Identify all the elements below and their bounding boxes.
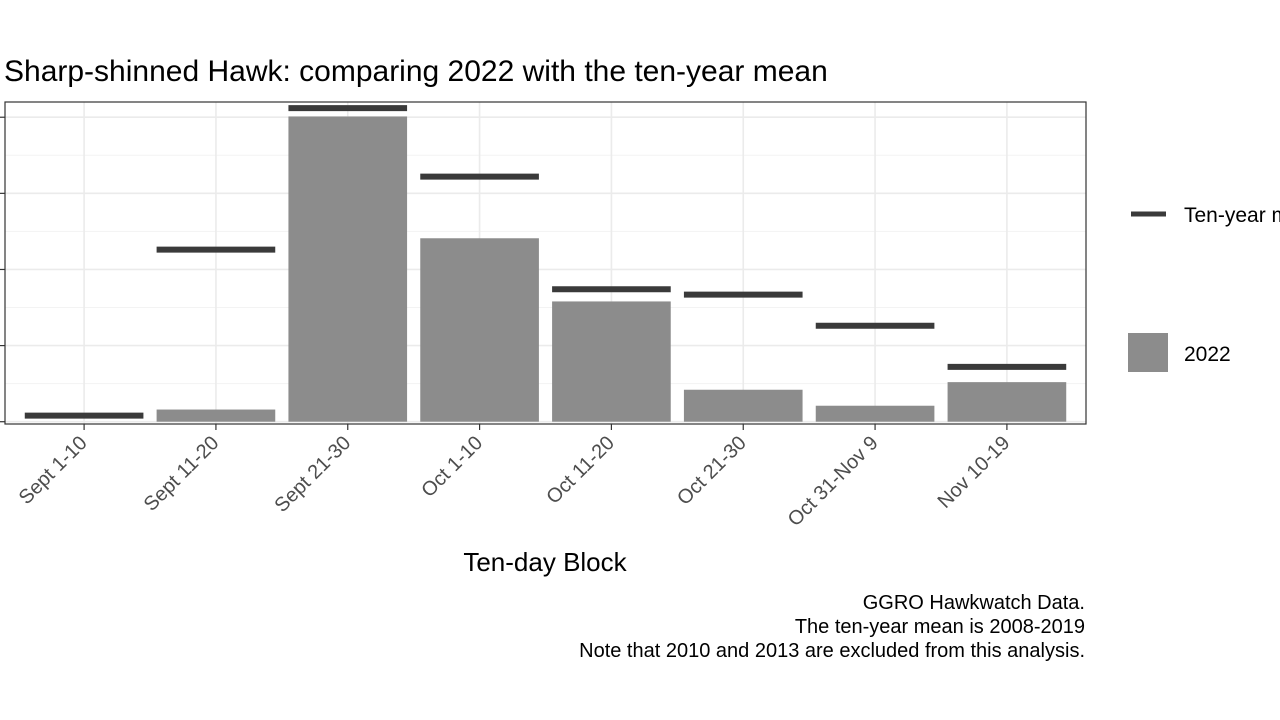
legend-label-2022: 2022 — [1184, 343, 1231, 366]
y-axis-ticks — [0, 116, 5, 423]
bar-2022 — [683, 389, 803, 422]
legend-label-mean: Ten-year mean — [1184, 204, 1280, 227]
ten-year-mean-segments — [24, 105, 1067, 419]
x-tick-label: Oct 21-30 — [673, 432, 751, 510]
bar-2022 — [156, 409, 276, 422]
bar-2022 — [288, 116, 408, 422]
bars-2022 — [156, 116, 1067, 422]
x-tick-label: Oct 1-10 — [417, 432, 487, 502]
plot-panel-border — [4, 101, 1087, 425]
bar-2022 — [420, 238, 539, 422]
x-tick-label: Sept 1-10 — [15, 432, 92, 509]
caption-line-2: The ten-year mean is 2008-2019 — [795, 616, 1085, 638]
caption: GGRO Hawkwatch Data. The ten-year mean i… — [579, 592, 1085, 662]
legend: Ten-year mean 2022 — [1128, 204, 1280, 372]
bar-2022 — [815, 405, 935, 422]
x-tick-label: Oct 11-20 — [542, 432, 619, 509]
legend-key-2022 — [1128, 333, 1168, 372]
x-tick-label: Nov 10-19 — [934, 432, 1015, 513]
bar-2022 — [947, 382, 1067, 422]
x-tick-label: Sept 11-20 — [140, 432, 224, 516]
x-axis-label: Ten-day Block — [463, 547, 627, 577]
x-axis-ticks: Sept 1-10 Sept 11-20 Sept 21-30 Oct 1-10 Oct… — [15, 424, 1015, 531]
plot-panel-background — [5, 102, 1086, 424]
caption-line-3: Note that 2010 and 2013 are excluded fro… — [579, 640, 1085, 662]
caption-line-1: GGRO Hawkwatch Data. — [863, 592, 1085, 614]
chart-title: Sharp-shinned Hawk: comparing 2022 with … — [4, 55, 828, 88]
x-tick-label: Oct 31-Nov 9 — [784, 432, 883, 531]
bar-2022 — [552, 301, 671, 422]
x-tick-label: Sept 21-30 — [271, 432, 356, 517]
